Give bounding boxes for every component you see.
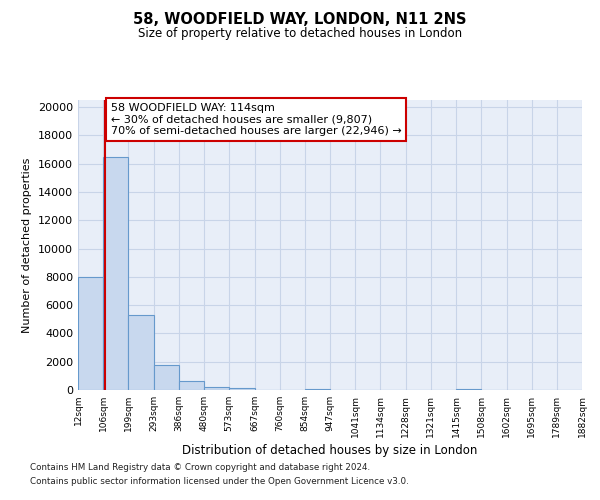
Bar bbox=[305, 389, 330, 390]
Text: 58, WOODFIELD WAY, LONDON, N11 2NS: 58, WOODFIELD WAY, LONDON, N11 2NS bbox=[133, 12, 467, 28]
Text: Size of property relative to detached houses in London: Size of property relative to detached ho… bbox=[138, 28, 462, 40]
Bar bbox=[229, 388, 254, 390]
Bar bbox=[204, 386, 229, 390]
Text: Contains public sector information licensed under the Open Government Licence v3: Contains public sector information licen… bbox=[30, 477, 409, 486]
Y-axis label: Number of detached properties: Number of detached properties bbox=[22, 158, 32, 332]
X-axis label: Distribution of detached houses by size in London: Distribution of detached houses by size … bbox=[182, 444, 478, 457]
Bar bbox=[128, 315, 154, 390]
Bar bbox=[179, 381, 204, 390]
Bar bbox=[78, 277, 103, 390]
Bar bbox=[154, 364, 179, 390]
Bar bbox=[456, 389, 481, 390]
Text: Contains HM Land Registry data © Crown copyright and database right 2024.: Contains HM Land Registry data © Crown c… bbox=[30, 464, 370, 472]
Text: 58 WOODFIELD WAY: 114sqm
← 30% of detached houses are smaller (9,807)
70% of sem: 58 WOODFIELD WAY: 114sqm ← 30% of detach… bbox=[111, 103, 401, 136]
Bar bbox=[103, 156, 128, 390]
